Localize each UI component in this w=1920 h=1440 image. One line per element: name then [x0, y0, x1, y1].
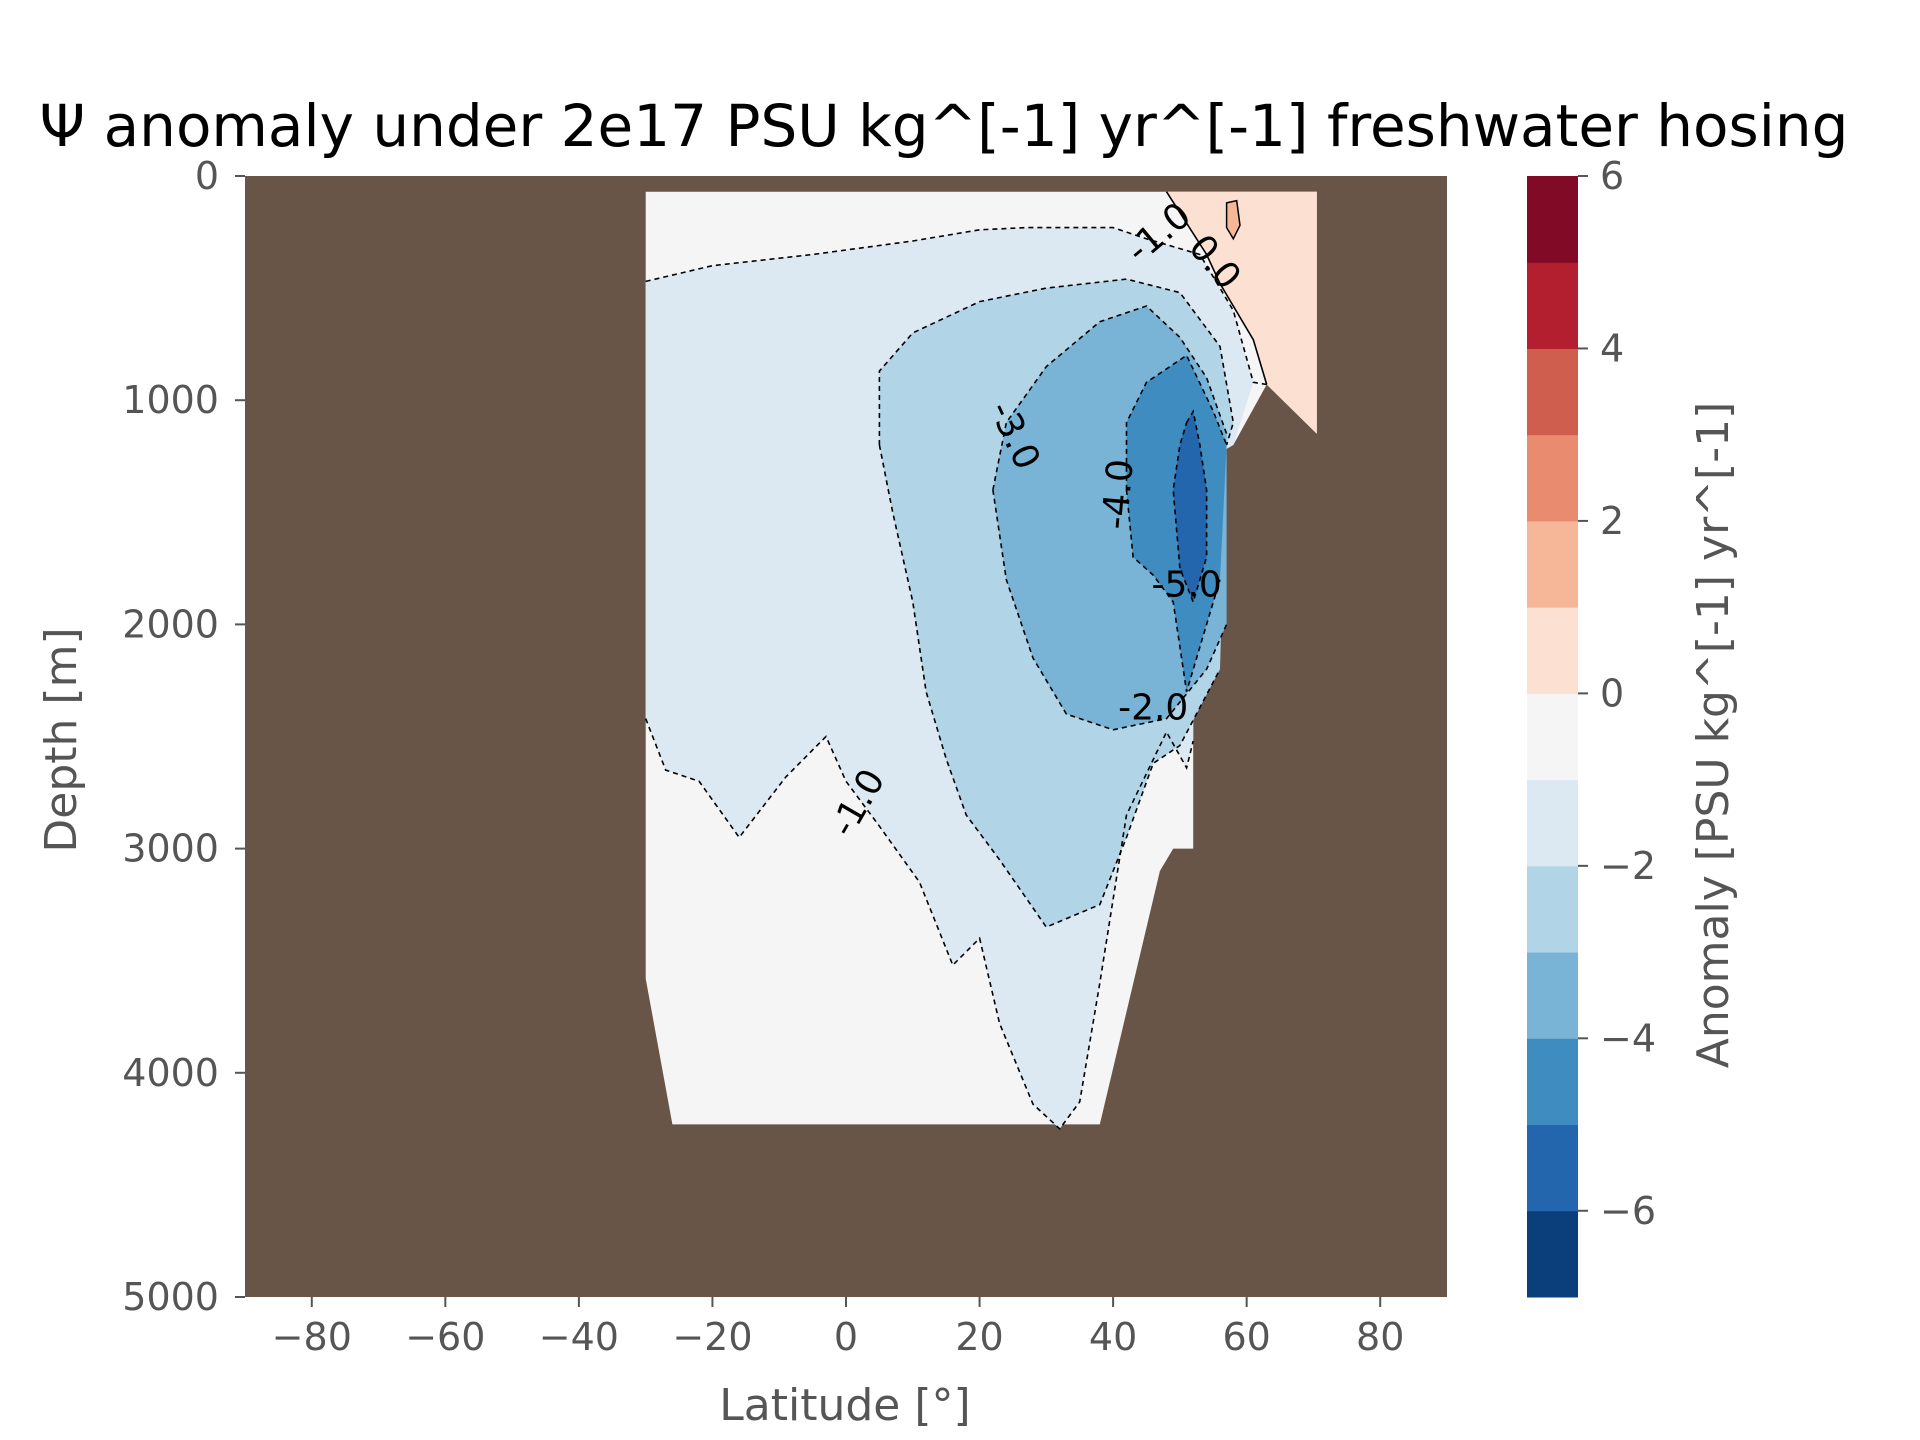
colorbar: −6 −4 −2 0 2 4 6 [1527, 154, 1656, 1298]
x-tick-label: 40 [1089, 1315, 1137, 1359]
contour-line-neg-5 [992, 489, 1228, 731]
contour-line-positive [1225, 199, 1241, 241]
x-axis: −80 −60 −40 −20 0 20 40 60 80 [272, 1297, 1404, 1359]
y-axis-label: Depth [m] [36, 627, 87, 852]
contour-line-neg-3 [878, 444, 1221, 929]
colorbar-swatch [1527, 1124, 1578, 1212]
colorbar-tick-label: 2 [1600, 499, 1624, 543]
x-tick-label: −40 [539, 1315, 619, 1359]
x-tick-label: −80 [272, 1315, 352, 1359]
colorbar-swatch [1527, 693, 1578, 781]
x-tick-label: 20 [955, 1315, 1003, 1359]
contour-line-neg-2 [878, 278, 1235, 446]
contour-region-7 [1173, 411, 1207, 602]
colorbar-swatch [1527, 865, 1578, 953]
colorbar-tick-label: 6 [1600, 154, 1624, 198]
y-tick-label: 2000 [122, 602, 219, 646]
x-tick-label: −20 [672, 1315, 752, 1359]
colorbar-swatch [1527, 607, 1578, 694]
contour-label-3: -4.0 [1095, 457, 1142, 531]
colorbar-tick-label: −4 [1600, 1016, 1656, 1060]
colorbar-label: Anomaly [PSU kg^[-1] yr^[-1] [1688, 402, 1739, 1068]
x-axis-label: Latitude [°] [719, 1380, 970, 1431]
colorbar-swatch [1527, 176, 1578, 263]
colorbar-tick-label: −2 [1600, 844, 1656, 888]
y-tick-label: 0 [195, 154, 219, 198]
contour-lines [644, 191, 1268, 1130]
y-tick-label: 5000 [122, 1275, 219, 1319]
contour-label-5: -2.0 [1118, 688, 1188, 729]
contour-line-neg-7 [1125, 489, 1221, 692]
y-tick-label: 4000 [122, 1051, 219, 1095]
y-tick-label: 3000 [122, 827, 219, 871]
colorbar-swatch [1527, 779, 1578, 867]
colorbar-tick-label: 0 [1600, 671, 1624, 715]
contour-line-neg-1 [644, 718, 1194, 1130]
y-tick-label: 1000 [122, 378, 219, 422]
x-tick-label: −60 [405, 1315, 485, 1359]
contour-line-neg-0 [645, 226, 1267, 386]
plot-area [245, 176, 1447, 1297]
contour-line-neg-6 [1125, 354, 1228, 490]
contour-label-4: -5.0 [1151, 564, 1221, 605]
colorbar-swatch [1527, 1038, 1578, 1126]
colorbar-swatch [1527, 434, 1578, 522]
x-tick-label: 0 [834, 1315, 858, 1359]
colorbar-swatch [1527, 1210, 1578, 1298]
colorbar-tick-label: 4 [1600, 326, 1624, 370]
colorbar-tick-label: −6 [1600, 1189, 1656, 1233]
colorbar-swatch [1527, 348, 1578, 436]
colorbar-swatch [1527, 952, 1578, 1039]
contour-line-zero [1165, 191, 1268, 385]
x-tick-label: 60 [1222, 1315, 1270, 1359]
x-tick-label: 80 [1356, 1315, 1404, 1359]
y-axis: 0 1000 2000 3000 4000 5000 [122, 154, 245, 1319]
contour-region-1 [1166, 191, 1317, 434]
colorbar-swatch [1527, 520, 1578, 608]
contour-line-neg-4 [992, 305, 1228, 491]
contour-line-neg-8 [1172, 409, 1208, 605]
colorbar-swatch [1527, 262, 1578, 349]
chart-title: Ψ anomaly under 2e17 PSU kg^[-1] yr^[-1]… [40, 92, 1849, 160]
